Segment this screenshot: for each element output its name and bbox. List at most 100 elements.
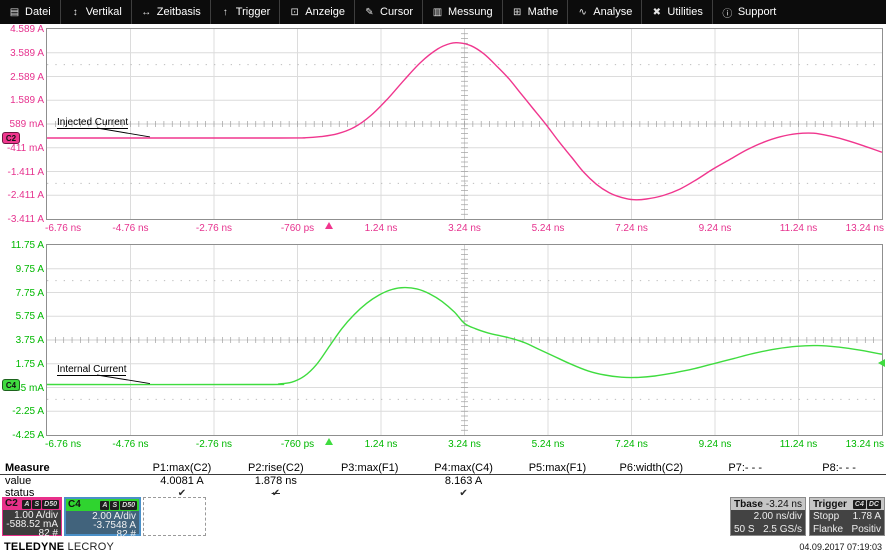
x-axis-label: 7.24 ns [615,439,648,450]
trigger-descriptor[interactable]: Trigger C4 DC Stopp 1.78 A Flanke Positi… [809,497,885,536]
menu-item-datei[interactable]: ▤ Datei [0,0,60,24]
empty-trace-slot[interactable] [143,497,206,536]
status-questionable-icon: ✔ [271,488,280,499]
measure-title: Measure [5,462,50,474]
trigger-header: Trigger C4 DC [810,498,884,510]
analysis-icon: ∿ [578,6,587,18]
trigger-mode-row: Stopp 1.78 A [810,510,884,523]
timebase-delay: -3.24 ns [765,498,802,510]
x-axis-label: -6.76 ns [45,439,82,450]
measure-param-header[interactable]: P1:max(C2) [152,462,212,474]
x-axis-label: 7.24 ns [615,223,648,234]
c4-waveform[interactable] [47,286,882,386]
x-axis-label: 11.24 ns [779,223,818,234]
c4-sweeps: 82 # [116,529,136,540]
measure-status: ✔ [417,487,511,499]
menu-item-support[interactable]: ⓘ Support [711,0,786,24]
x-axis-label: -6.76 ns [45,223,82,234]
y-axis-label: -4.25 A [12,430,44,441]
y-axis-label: 7.75 A [15,287,44,299]
menu-item-mathe[interactable]: ⊞ Mathe [501,0,568,24]
timebase-scale-row: 2.00 ns/div [731,510,805,523]
menu-item-cursor[interactable]: ✎ Cursor [354,0,422,24]
measure-value: 1.878 ns [254,475,297,487]
menu-item-label: Vertikal [85,6,122,18]
timebase-label: Tbase [734,498,763,510]
trigger-time-marker[interactable] [325,222,334,229]
y-axis-label: -2.411 A [7,190,44,202]
menu-item-label: Analyse [593,6,633,18]
menu-item-messung[interactable]: ▥ Messung [422,0,502,24]
menu-item-label: Utilities [667,6,703,18]
x-axis-label: 5.24 ns [531,439,565,450]
c2-zero-level-tag[interactable]: C2 [2,131,20,144]
graticule-area[interactable] [46,28,883,220]
menu-item-anzeige[interactable]: ⊡ Anzeige [279,0,354,24]
measure-param-header[interactable]: P7:- - - [728,462,762,474]
trigger-mode: Stopp [813,511,840,522]
c4-zero-level-tag[interactable]: C4 [2,378,20,391]
menu-item-trigger[interactable]: ↑ Trigger [209,0,279,24]
menu-item-utilities[interactable]: ✖ Utilities [641,0,711,24]
time-per-div: 2.00 ns/div [753,511,802,522]
measure-param-header[interactable]: P5:max(F1) [528,462,587,474]
channel-c2-descriptor[interactable]: C2 A S D50 1.00 A/div -588.52 mA 82 # [2,497,62,539]
brand-bold: TELEDYNE [4,540,65,553]
trigger-level: 1.78 A [852,511,881,522]
measure-param-header[interactable]: P6:width(C2) [619,462,684,474]
x-axis-label: 13.24 ns [845,223,884,234]
measure-param-header[interactable]: P2:rise(C2) [248,462,304,474]
trigger-level-marker[interactable] [878,359,885,368]
y-axis-label: 9.75 A [15,263,44,275]
y-axis-label: -1.411 A [7,166,44,178]
sample-count: 50 S [734,524,755,535]
measure-status-row: status ✔ ✔ ✔ [0,487,886,499]
y-axis-label: 1.75 A [15,358,44,370]
menu-item-zeitbasis[interactable]: ↔ Zeitbasis [130,0,210,24]
channel-c2-settings: 1.00 A/div -588.52 mA 82 # [3,510,61,539]
display-icon: ⊡ [290,6,299,18]
x-axis-label: -2.76 ns [195,439,233,450]
timebase-sample-row: 50 S 2.5 GS/s [731,523,805,536]
c2-waveform[interactable] [47,41,882,201]
measure-param-header[interactable]: P3:max(F1) [340,462,399,474]
c2-offset: -588.52 mA [6,519,58,530]
menu-item-label: Trigger [235,6,271,18]
trigger-time-marker[interactable] [325,438,334,445]
status-ok-icon: ✔ [177,488,187,499]
graticule-area[interactable] [46,244,883,436]
measure-param-header[interactable]: P4:max(C4) [434,462,493,474]
vertical-arrows-icon: ↕ [72,6,78,18]
x-axis-label: -760 ps [280,223,315,234]
datetime: 04.09.2017 07:19:03 [799,541,882,552]
trigger-arrow-icon: ↑ [222,6,228,18]
support-icon: ⓘ [722,8,733,20]
channel-c4-descriptor[interactable]: C4 A S D50 2.00 A/div -3.7548 A 82 # [64,497,141,540]
channel-c2-header: C2 A S D50 [3,498,61,510]
timebase-descriptor[interactable]: Tbase -3.24 ns 2.00 ns/div 50 S 2.5 GS/s [730,497,806,536]
measure-param-header[interactable]: P8:- - - [822,462,856,474]
math-icon: ⊞ [512,6,522,18]
menu-item-analyse[interactable]: ∿ Analyse [567,0,641,24]
x-axis-label: 13.24 ns [845,439,884,450]
brand-logo: TELEDYNE LECROY [4,541,114,553]
value-row-label: value [5,475,32,487]
trigger-badges: C4 DC [852,499,881,509]
channel-c4-badges: A S D50 [100,500,137,510]
measure-value: 4.0081 A [160,475,204,487]
menu-item-vertikal[interactable]: ↕ Vertikal [59,0,131,24]
c2-scale: 1.00 A/div [14,510,58,521]
x-axis-label: 3.24 ns [448,439,481,450]
measure-value: 8.163 A [444,475,483,487]
c4-scale: 2.00 A/div [92,511,136,522]
x-axis-label: -4.76 ns [112,439,149,450]
y-axis-label: 1.589 A [10,95,44,107]
c4-offset: -3.7548 A [93,520,136,531]
x-axis-label: 11.24 ns [779,439,818,450]
x-axis-label: 3.24 ns [448,223,481,234]
channel-c4-settings: 2.00 A/div -3.7548 A 82 # [66,511,139,540]
y-axis-label: 2.589 A [10,71,44,83]
channel-c2-badges: A S D50 [22,499,59,509]
y-axis-label: 3.75 A [15,335,44,346]
